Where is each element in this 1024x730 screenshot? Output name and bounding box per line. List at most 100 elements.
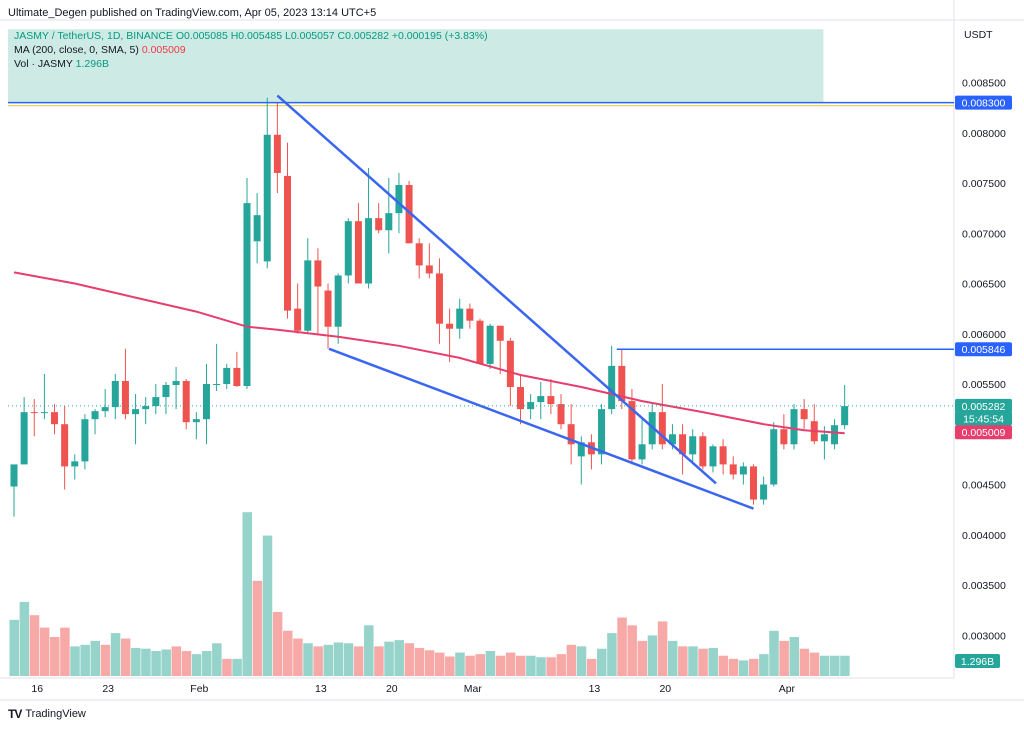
- candle-body: [770, 429, 778, 485]
- candle-body: [273, 134, 281, 173]
- volume-bar: [708, 647, 718, 676]
- volume-bar: [526, 655, 536, 676]
- candle-body: [324, 290, 332, 327]
- price-tick-label: 0.004500: [962, 480, 1006, 492]
- volume-bar: [90, 640, 101, 676]
- publisher-header: Ultimate_Degen published on TradingView.…: [8, 7, 377, 19]
- time-tick-label: 23: [102, 683, 114, 695]
- candle-body: [223, 367, 231, 384]
- candle-body: [628, 401, 636, 460]
- time-tick-label: 16: [31, 683, 43, 695]
- candle-body: [517, 387, 524, 410]
- volume-bar: [9, 619, 19, 676]
- candle-body: [658, 412, 666, 445]
- price-tick-label: 0.005500: [962, 379, 1006, 391]
- tradingview-brand: TradingView: [25, 708, 86, 720]
- volume-bar: [283, 630, 293, 676]
- volume-bar: [141, 648, 151, 676]
- candle-body: [537, 396, 545, 403]
- volume-bar: [809, 652, 820, 676]
- price-tick-label: 0.008500: [962, 78, 1006, 90]
- candle-body: [668, 434, 676, 445]
- volume-bar: [171, 646, 182, 676]
- trendline: [328, 347, 754, 510]
- candle-body: [192, 419, 200, 423]
- volume-bar: [495, 655, 506, 676]
- candle-body: [344, 221, 352, 276]
- volume-bar: [576, 646, 587, 676]
- price-tick-label: 0.003000: [962, 630, 1006, 642]
- candle-body: [142, 406, 150, 410]
- time-tick-label: Mar: [464, 683, 483, 695]
- price-tag: [955, 398, 1012, 413]
- candle-body: [121, 380, 129, 415]
- volume-bar: [110, 633, 121, 676]
- volume-bar: [485, 651, 496, 676]
- tradingview-logo-icon: TV: [8, 707, 22, 721]
- volume-bar: [556, 654, 567, 676]
- candle-body: [415, 243, 423, 266]
- candle-body: [831, 425, 839, 445]
- candle-body: [598, 409, 606, 455]
- legend-ma[interactable]: MA (200, close, 0, SMA, 5) 0.005009: [14, 43, 488, 57]
- price-tag: [955, 411, 1012, 426]
- candle-body: [40, 412, 48, 414]
- time-tick-label: 13: [315, 683, 327, 695]
- volume-bar: [131, 647, 141, 676]
- candle-body: [496, 325, 504, 341]
- candle-body: [446, 323, 454, 329]
- volume-bar: [262, 535, 273, 676]
- volume-bar: [424, 650, 435, 676]
- candle-body: [213, 384, 221, 385]
- price-tick-label: 0.006000: [962, 329, 1006, 341]
- price-tick-label: 0.006500: [962, 279, 1006, 291]
- volume-bar: [404, 643, 415, 676]
- volume-bar: [120, 638, 131, 676]
- time-tick-label: 13: [589, 683, 601, 695]
- candle-body: [375, 218, 383, 231]
- legend-symbol-ohlc[interactable]: JASMY / TetherUS, 1D, BINANCE O0.005085 …: [14, 29, 488, 43]
- volume-bar: [667, 640, 678, 676]
- volume-bar: [688, 646, 698, 676]
- candle-body: [800, 409, 808, 420]
- legend-ohlc-text: JASMY / TetherUS, 1D, BINANCE O0.005085 …: [14, 30, 488, 42]
- candle-body: [466, 308, 474, 321]
- volume-tag: [955, 654, 1000, 668]
- candle-body: [486, 325, 494, 364]
- volume-bar: [617, 617, 627, 676]
- candle-body: [233, 367, 241, 387]
- volume-bar: [29, 615, 40, 676]
- candle-body: [284, 175, 292, 311]
- candle-body: [172, 380, 180, 386]
- candle-body: [456, 308, 464, 329]
- volume-bar: [212, 643, 222, 676]
- volume-bar: [293, 638, 303, 676]
- volume-bar: [60, 627, 70, 676]
- volume-bar: [191, 654, 202, 676]
- candle-body: [182, 380, 190, 423]
- price-tag-label: 15:45:54: [963, 413, 1004, 425]
- volume-bar: [637, 640, 648, 676]
- price-tick-label: 0.007000: [962, 228, 1006, 240]
- price-tag: [955, 425, 1012, 440]
- legend-volume[interactable]: Vol · JASMY 1.296B: [14, 57, 488, 71]
- volume-bar: [799, 648, 810, 676]
- candle-body: [547, 396, 555, 405]
- candle-body: [729, 464, 737, 475]
- candle-body: [790, 409, 798, 445]
- price-tick-label: 0.004000: [962, 530, 1006, 542]
- candle-body: [354, 221, 362, 284]
- volume-bar: [698, 648, 708, 676]
- volume-bar: [505, 652, 516, 676]
- volume-bar: [313, 646, 323, 676]
- candle-body: [71, 461, 79, 467]
- candle-body: [679, 434, 687, 455]
- volume-bar: [19, 601, 30, 676]
- volume-bar: [607, 633, 617, 676]
- volume-bar: [364, 625, 374, 676]
- candle-body: [435, 273, 443, 324]
- legend-volume-label: Vol · JASMY: [14, 58, 73, 70]
- candle-body: [527, 402, 535, 410]
- volume-bar: [323, 644, 334, 676]
